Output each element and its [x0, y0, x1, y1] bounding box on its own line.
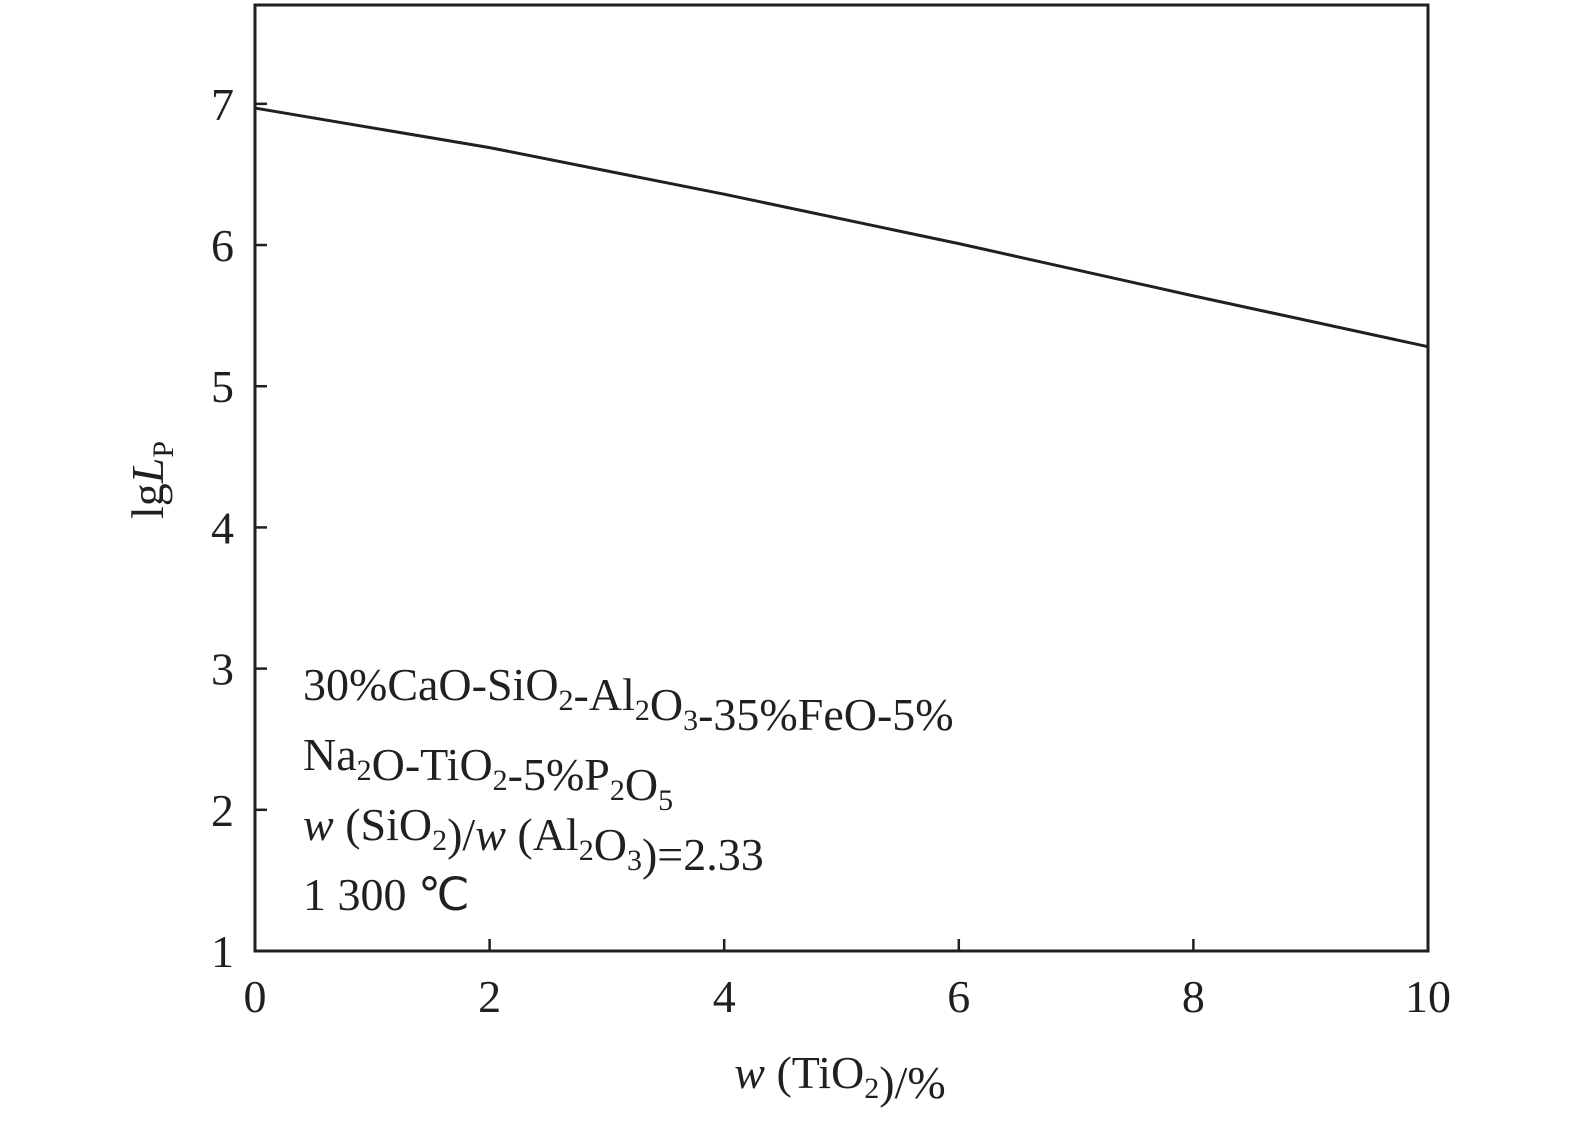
- label-run: L: [122, 458, 173, 485]
- label-run: w: [303, 799, 334, 850]
- y-axis-label: lgLP: [122, 441, 180, 519]
- label-run: -35%FeO-5%: [698, 689, 954, 740]
- label-run: -5%P: [508, 749, 610, 800]
- x-tick-label: 6: [947, 971, 970, 1022]
- subscript: 2: [559, 684, 574, 717]
- label-run: (SiO: [334, 799, 432, 850]
- label-run: 30%CaO-SiO: [303, 659, 559, 710]
- label-run: w: [734, 1047, 765, 1098]
- x-axis-label: w (TiO2)/%: [734, 1047, 945, 1108]
- subscript: 2: [579, 834, 594, 867]
- subscript: 2: [635, 694, 650, 727]
- annotation-line: 1 300 ℃: [303, 869, 470, 920]
- subscript: 2: [493, 764, 508, 797]
- label-run: )/: [447, 809, 475, 860]
- label-run: )=2.33: [642, 829, 764, 880]
- y-tick-label: 2: [211, 785, 234, 836]
- label-run: lg: [122, 483, 173, 519]
- subscript: 3: [683, 704, 698, 737]
- plot-frame: [253, 3, 1430, 953]
- y-tick-label: 1: [211, 926, 234, 977]
- data-line: [254, 106, 1429, 349]
- annotation: 30%CaO-SiO2-Al2O3-35%FeO-5%Na2O-TiO2-5%P…: [303, 659, 954, 920]
- x-tick-label: 10: [1405, 971, 1451, 1022]
- label-run: -Al: [574, 669, 635, 720]
- label-run: )/%: [879, 1057, 945, 1108]
- x-tick-label: 8: [1182, 971, 1205, 1022]
- x-tick-label: 2: [478, 971, 501, 1022]
- label-run: (TiO: [765, 1047, 864, 1098]
- subscript: 2: [864, 1072, 879, 1105]
- y-tick-label: 4: [211, 502, 234, 553]
- label-run: (Al: [506, 809, 579, 860]
- label-run: O-TiO: [372, 739, 493, 790]
- annotation-line: 30%CaO-SiO2-Al2O3-35%FeO-5%: [303, 659, 954, 740]
- x-tick-label: 4: [713, 971, 736, 1022]
- subscript: 3: [627, 844, 642, 877]
- label-run: O: [594, 819, 627, 870]
- label-run: O: [650, 679, 683, 730]
- label-run: 1 300 ℃: [303, 869, 470, 920]
- label-run: w: [475, 809, 506, 860]
- y-tick-label: 7: [211, 79, 234, 130]
- annotation-line: Na2O-TiO2-5%P2O5: [303, 729, 673, 817]
- subscript: 2: [357, 754, 372, 787]
- y-tick-label: 5: [211, 361, 234, 412]
- y-tick-label: 6: [211, 220, 234, 271]
- label-run: O: [625, 759, 658, 810]
- annotation-line: w (SiO2)/w (Al2O3)=2.33: [303, 799, 764, 880]
- x-tick-label: 0: [244, 971, 267, 1022]
- subscript: 5: [658, 784, 673, 817]
- subscript: 2: [610, 774, 625, 807]
- y-tick-label: 3: [211, 644, 234, 695]
- label-run: Na: [303, 729, 357, 780]
- subscript: 2: [432, 824, 447, 857]
- subscript: P: [147, 441, 180, 458]
